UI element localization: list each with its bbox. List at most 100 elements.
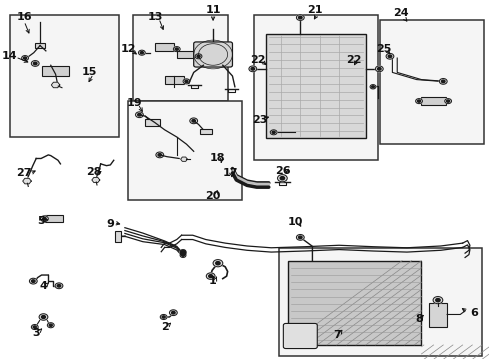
Circle shape — [372, 86, 374, 88]
Circle shape — [173, 46, 180, 51]
Text: 18: 18 — [210, 153, 226, 163]
FancyBboxPatch shape — [283, 323, 317, 348]
Circle shape — [24, 57, 26, 59]
Circle shape — [197, 55, 200, 57]
Circle shape — [388, 55, 392, 58]
Circle shape — [185, 80, 188, 82]
Circle shape — [180, 250, 186, 255]
Text: 26: 26 — [275, 166, 291, 176]
Polygon shape — [23, 178, 31, 184]
Text: 17: 17 — [222, 168, 238, 178]
Circle shape — [180, 249, 186, 254]
Circle shape — [136, 112, 143, 118]
Text: 1: 1 — [208, 276, 216, 286]
Text: 24: 24 — [393, 8, 409, 18]
Circle shape — [213, 260, 223, 267]
Circle shape — [180, 251, 186, 256]
Text: 4: 4 — [40, 281, 48, 291]
Text: 6: 6 — [470, 309, 478, 318]
Bar — [42, 66, 69, 76]
Bar — [421, 97, 446, 105]
Circle shape — [33, 326, 36, 328]
Circle shape — [55, 283, 63, 289]
Bar — [155, 43, 174, 51]
Text: 13: 13 — [147, 12, 163, 22]
Circle shape — [270, 130, 277, 135]
Circle shape — [370, 85, 376, 89]
Circle shape — [386, 53, 394, 59]
Circle shape — [209, 275, 213, 278]
Circle shape — [195, 54, 202, 59]
Circle shape — [183, 79, 190, 84]
Bar — [45, 215, 63, 222]
Bar — [115, 230, 121, 242]
Bar — [128, 101, 242, 200]
FancyBboxPatch shape — [194, 42, 232, 67]
Text: 25: 25 — [376, 44, 392, 54]
Text: 23: 23 — [252, 115, 268, 125]
Polygon shape — [181, 157, 187, 161]
Circle shape — [417, 100, 420, 102]
Circle shape — [57, 284, 61, 287]
Circle shape — [48, 323, 54, 328]
Circle shape — [49, 324, 52, 327]
Circle shape — [175, 48, 178, 50]
Circle shape — [31, 60, 39, 66]
Polygon shape — [92, 177, 100, 183]
Circle shape — [378, 68, 381, 70]
Circle shape — [158, 154, 162, 156]
Bar — [200, 129, 212, 134]
Bar — [10, 15, 119, 137]
Bar — [278, 248, 482, 356]
Text: 22: 22 — [250, 55, 266, 65]
Circle shape — [160, 315, 167, 319]
Circle shape — [42, 315, 46, 319]
Circle shape — [31, 280, 35, 282]
Circle shape — [22, 55, 28, 60]
Circle shape — [280, 177, 285, 180]
Circle shape — [182, 255, 184, 256]
Circle shape — [272, 131, 275, 134]
Circle shape — [440, 78, 447, 84]
Text: 11: 11 — [205, 5, 221, 15]
Circle shape — [182, 252, 184, 253]
Circle shape — [39, 314, 48, 320]
Circle shape — [182, 251, 184, 253]
Circle shape — [41, 216, 49, 222]
Circle shape — [31, 324, 38, 329]
Circle shape — [180, 253, 186, 257]
Circle shape — [446, 100, 450, 102]
Circle shape — [190, 118, 197, 124]
Circle shape — [249, 66, 257, 72]
Bar — [254, 15, 378, 160]
Circle shape — [33, 62, 37, 65]
Circle shape — [277, 175, 287, 182]
Circle shape — [298, 16, 302, 19]
Text: 12: 12 — [121, 44, 136, 54]
Circle shape — [138, 113, 141, 116]
Circle shape — [216, 262, 220, 265]
Circle shape — [43, 217, 46, 220]
Circle shape — [441, 80, 445, 83]
Circle shape — [172, 311, 175, 314]
Bar — [145, 120, 160, 126]
Circle shape — [140, 51, 144, 54]
Circle shape — [170, 310, 177, 316]
Bar — [35, 43, 45, 48]
Text: 5: 5 — [37, 216, 45, 226]
Text: 20: 20 — [205, 191, 221, 201]
Text: 28: 28 — [87, 167, 102, 177]
Text: 7: 7 — [333, 330, 341, 340]
Text: 19: 19 — [127, 98, 143, 108]
Text: 14: 14 — [2, 51, 17, 61]
Circle shape — [182, 253, 184, 255]
Circle shape — [156, 152, 164, 158]
Circle shape — [445, 99, 451, 104]
Circle shape — [139, 50, 145, 55]
Text: 2: 2 — [161, 322, 169, 332]
Text: 21: 21 — [307, 5, 322, 15]
Text: 9: 9 — [106, 219, 114, 229]
Circle shape — [162, 316, 165, 318]
Text: 22: 22 — [346, 55, 361, 65]
Circle shape — [298, 236, 302, 239]
